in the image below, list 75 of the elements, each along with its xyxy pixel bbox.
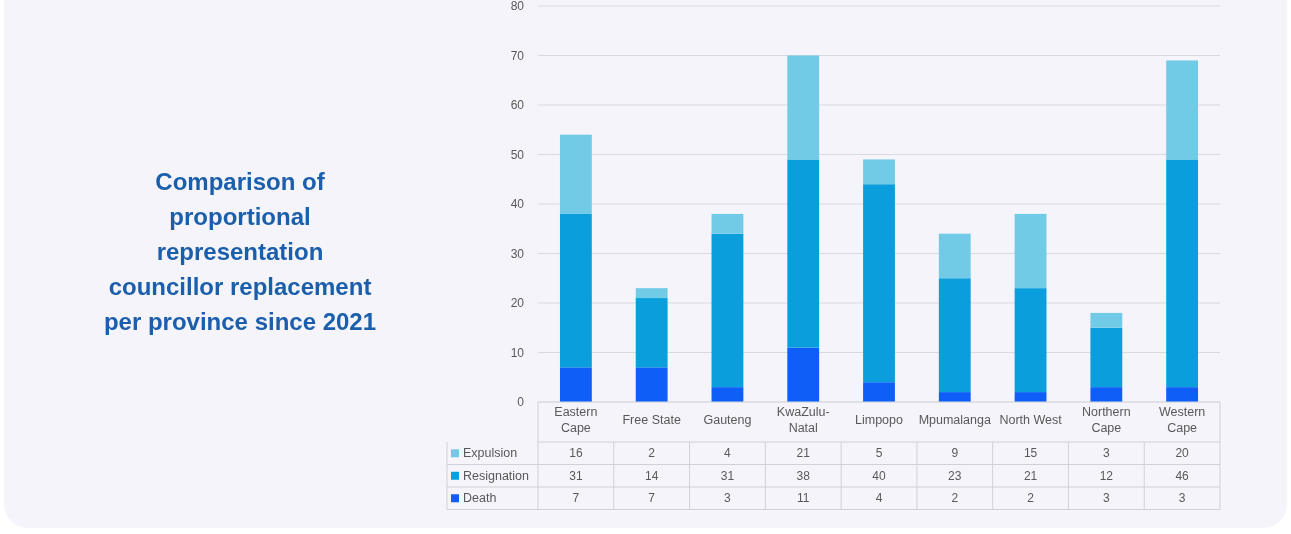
data-label: 7 (648, 491, 656, 506)
y-tick-label: 20 (510, 296, 525, 310)
x-tick-label: Eastern Cape (554, 405, 598, 435)
data-label: 7 (572, 491, 580, 506)
y-tick-label: 70 (510, 48, 525, 63)
bar (938, 278, 971, 393)
data-label: 20 (1175, 446, 1190, 461)
legend-label: Expulsion (463, 446, 518, 461)
bar (635, 298, 668, 368)
data-label: 3 (1102, 446, 1110, 461)
bar (559, 134, 592, 214)
x-tick-label: North West (999, 413, 1063, 427)
data-label: 12 (1099, 468, 1114, 483)
bar (863, 159, 895, 185)
data-label: 4 (724, 446, 732, 461)
bar (863, 184, 895, 383)
data-label: 5 (875, 446, 883, 461)
bar (938, 392, 971, 402)
data-label: 21 (796, 446, 811, 461)
bar (711, 213, 744, 234)
data-label: 38 (796, 468, 811, 483)
data-label: 2 (951, 491, 959, 506)
bar (635, 288, 668, 299)
bar (711, 233, 744, 388)
legend-label: Resignation (463, 468, 530, 483)
y-tick-label: 60 (510, 98, 525, 112)
x-tick-label: Gauteng (703, 413, 752, 427)
data-label: 31 (720, 468, 735, 483)
bar (1014, 288, 1047, 393)
data-label: 2 (1027, 491, 1035, 506)
data-label: 15 (1023, 446, 1038, 461)
y-tick-label: 10 (510, 345, 525, 360)
y-tick-label: 40 (510, 197, 525, 211)
data-label: 16 (569, 446, 583, 461)
data-label: 3 (1102, 491, 1110, 506)
y-tick-label: 50 (510, 147, 525, 162)
x-tick-label: KwaZulu-Natal (776, 405, 830, 435)
y-tick-label: 80 (510, 0, 525, 13)
data-label: 4 (875, 491, 883, 506)
bar (938, 233, 971, 279)
bar (787, 55, 820, 160)
bar (1090, 327, 1123, 388)
y-tick-label: 0 (517, 395, 525, 409)
bar (1166, 159, 1199, 388)
bar (1166, 60, 1199, 160)
bar (1090, 312, 1123, 328)
legend-label: Death (463, 491, 497, 506)
data-label: 46 (1175, 468, 1190, 483)
data-label: 3 (1178, 491, 1186, 506)
bar (1014, 213, 1047, 289)
bar (787, 159, 820, 348)
bar (711, 387, 744, 402)
bar (559, 213, 592, 368)
data-label: 31 (569, 468, 583, 483)
data-label: 11 (796, 491, 810, 506)
data-label: 14 (644, 468, 659, 483)
x-tick-label: Northern Cape (1082, 405, 1131, 435)
bar (635, 367, 668, 402)
x-tick-label: Free State (622, 413, 681, 427)
bar (1166, 387, 1199, 402)
data-label: 23 (948, 468, 962, 483)
data-label: 40 (872, 468, 886, 483)
bar (863, 382, 895, 402)
data-label: 2 (648, 446, 656, 461)
x-tick-label: Mpumalanga (918, 413, 991, 427)
text: Comparison of proportional representation councillor replacement per province since 2021 (103, 168, 377, 335)
data-label: 9 (951, 446, 959, 461)
data-label: 21 (1023, 468, 1038, 483)
data-label: 3 (724, 491, 732, 506)
bar (559, 367, 592, 402)
x-tick-label: Limpopo (855, 413, 904, 427)
bar (787, 347, 820, 402)
y-tick-label: 30 (510, 246, 525, 261)
x-tick-label: Western Cape (1158, 405, 1206, 435)
bar (1090, 387, 1123, 402)
